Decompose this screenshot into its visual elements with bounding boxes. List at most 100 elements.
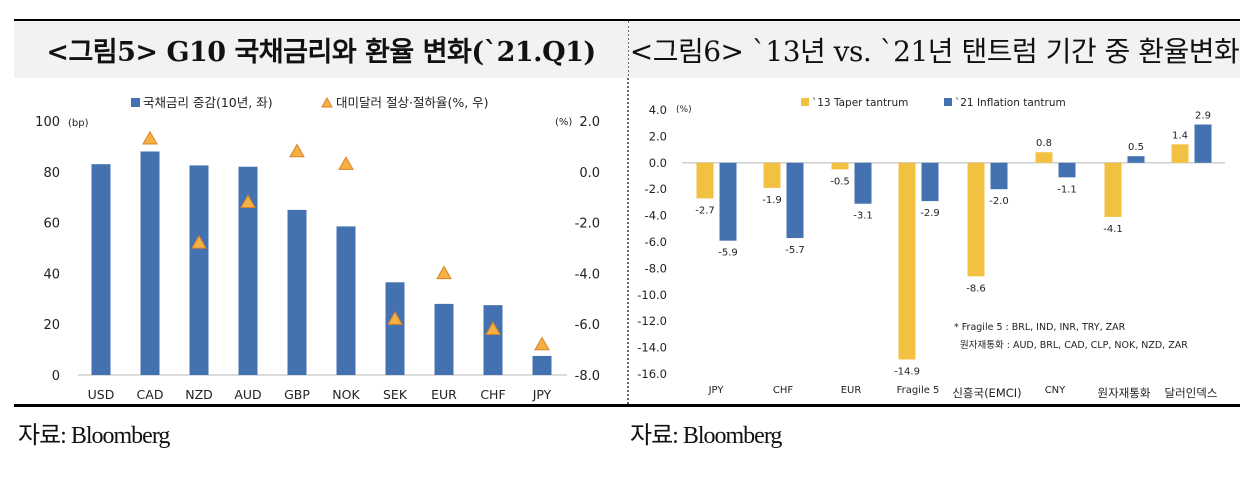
figure6-category-label: Fragile 5 bbox=[897, 385, 940, 396]
figure5-left-tick-label: 40 bbox=[43, 267, 60, 282]
figure6-category-label: JPY bbox=[708, 385, 725, 396]
figure6-bar-taper-2 bbox=[831, 162, 849, 170]
legend-triangle-swatch-icon bbox=[321, 96, 333, 108]
figure6-bar-inflation-7 bbox=[1194, 124, 1212, 163]
figure6-data-label: -5.7 bbox=[785, 245, 805, 256]
figure5-category-label: GBP bbox=[284, 387, 310, 402]
figure6-category-label: EUR bbox=[841, 385, 862, 396]
figure6-data-label: 1.4 bbox=[1172, 130, 1188, 141]
figure5-left-axis-unit: (bp) bbox=[68, 118, 89, 129]
figure5-left-tick-label: 0 bbox=[52, 369, 60, 384]
figure5-bar-sek bbox=[385, 282, 405, 375]
figure5-marker-chf bbox=[485, 321, 501, 336]
figure6-tick-label: -14.0 bbox=[637, 341, 667, 355]
figure6-data-label: 2.9 bbox=[1195, 111, 1211, 122]
figure6-category-label: 원자재통화 bbox=[1098, 386, 1151, 400]
figure6-category-label: 신흥국(EMCI) bbox=[952, 386, 1021, 400]
figure5-bar-jpy bbox=[532, 355, 552, 375]
figure6-legend-inflation-label: `21 Inflation tantrum bbox=[955, 97, 1066, 109]
figure6-tick-label: 0.0 bbox=[649, 156, 667, 170]
figure5-legend-marker-label: 대미달러 절상·절하율(%, 우) bbox=[336, 95, 489, 110]
figure6-tick-label: -16.0 bbox=[637, 367, 667, 381]
figure5-bar-eur bbox=[434, 303, 454, 375]
panel-divider bbox=[627, 21, 629, 404]
figure6-category-label: CHF bbox=[773, 385, 794, 396]
figure6-tick-label: -12.0 bbox=[637, 314, 667, 328]
figure6-data-label: -0.5 bbox=[830, 176, 850, 187]
figure6-legend-taper-label: `13 Taper tantrum bbox=[812, 97, 908, 109]
figure5-title-band: <그림5> G10 국채금리와 환율 변화(`21.Q1) bbox=[14, 21, 628, 78]
figure6-data-label: -14.9 bbox=[894, 366, 920, 377]
figure6-title: <그림6> `13년 vs. `21년 탠트럼 기간 중 환율변화 bbox=[629, 34, 1240, 68]
figure5-marker-gbp bbox=[289, 143, 305, 158]
figure6-tick-label: -4.0 bbox=[645, 209, 667, 223]
figure6-data-label: -2.9 bbox=[920, 208, 940, 219]
figure5-marker-jpy bbox=[534, 336, 550, 351]
figure5-category-label: EUR bbox=[431, 387, 457, 402]
figure6-data-label: -3.1 bbox=[853, 211, 873, 222]
figure5-panel: <그림5> G10 국채금리와 환율 변화(`21.Q1) bbox=[14, 20, 628, 406]
figure5-category-label: USD bbox=[88, 387, 115, 402]
figure6-category-label: 달러인덱스 bbox=[1165, 386, 1218, 400]
figure6-bar-inflation-6 bbox=[1127, 156, 1145, 163]
figure5-left-tick-label: 80 bbox=[43, 166, 60, 181]
figure6-data-label: -5.9 bbox=[718, 248, 738, 259]
figure5-category-label: NZD bbox=[185, 387, 213, 402]
figure5-category-label: CAD bbox=[137, 387, 164, 402]
figure5-category-label: CHF bbox=[480, 387, 505, 402]
figure6-tick-label: -8.0 bbox=[645, 261, 667, 275]
figure6-data-label: 0.8 bbox=[1036, 138, 1052, 149]
figure5-marker-aud bbox=[240, 194, 256, 209]
figure6-panel: <그림6> `13년 vs. `21년 탠트럼 기간 중 환율변화 bbox=[629, 20, 1240, 406]
bottom-rule bbox=[14, 404, 1240, 407]
figure5-marker-nok bbox=[338, 156, 354, 170]
figure5-bar-gbp bbox=[287, 209, 307, 375]
figure6-bar-taper-4 bbox=[967, 162, 985, 277]
figure5-marker-sek bbox=[387, 311, 403, 325]
figure6-data-label: -4.1 bbox=[1103, 224, 1123, 235]
figure6-bar-taper-7 bbox=[1171, 144, 1189, 163]
source-note-left: 자료: Bloomberg bbox=[18, 423, 170, 449]
figure6-bar-taper-3 bbox=[898, 162, 916, 360]
figure5-marker-nzd bbox=[191, 234, 207, 249]
figure6-data-label: -8.6 bbox=[966, 283, 986, 294]
figure6-category-label: CNY bbox=[1045, 385, 1066, 396]
figure5-right-axis-unit: (%) bbox=[555, 117, 572, 128]
figure5-right-tick-label: 0.0 bbox=[579, 166, 600, 181]
figure6-note-fragile5: * Fragile 5 : BRL, IND, INR, TRY, ZAR bbox=[954, 322, 1126, 333]
figure6-title-band: <그림6> `13년 vs. `21년 탠트럼 기간 중 환율변화 bbox=[629, 21, 1240, 78]
top-rule bbox=[14, 19, 1240, 21]
figure5-right-tick-label: -2.0 bbox=[575, 217, 600, 232]
figure5-bar-cad bbox=[140, 151, 160, 375]
figure5-legend-bar-label: 국채금리 증감(10년, 좌) bbox=[143, 95, 273, 110]
figure5-bar-nzd bbox=[189, 165, 209, 375]
figure5-right-tick-label: -4.0 bbox=[575, 267, 600, 282]
figure6-bar-taper-0 bbox=[696, 162, 714, 199]
figure5-marker-eur bbox=[436, 265, 452, 280]
figure6-bar-taper-6 bbox=[1104, 162, 1122, 217]
figure6-tick-label: 4.0 bbox=[649, 103, 667, 117]
figure6-tick-label: -6.0 bbox=[645, 235, 667, 249]
figure6-bar-inflation-1 bbox=[786, 162, 804, 239]
legend-taper-swatch-icon bbox=[801, 98, 809, 106]
figure5-left-tick-label: 20 bbox=[43, 318, 60, 333]
figure6-data-label: -2.7 bbox=[695, 205, 715, 216]
figure6-tick-label: -2.0 bbox=[645, 182, 667, 196]
figure6-note-commodity: 원자재통화 : AUD, BRL, CAD, CLP, NOK, NZD, ZA… bbox=[960, 340, 1188, 351]
figure6-bar-inflation-0 bbox=[719, 162, 737, 241]
figure6-bar-inflation-2 bbox=[854, 162, 872, 204]
figure5-right-tick-label: -8.0 bbox=[575, 369, 600, 384]
legend-inflation-swatch-icon bbox=[944, 98, 952, 106]
figure6-data-label: -1.1 bbox=[1057, 184, 1077, 195]
figure6-bar-inflation-4 bbox=[990, 162, 1008, 190]
figure6-tick-label: 2.0 bbox=[649, 129, 667, 143]
figure6-bar-inflation-3 bbox=[921, 162, 939, 202]
figure5-bar-aud bbox=[238, 166, 258, 375]
figure5-right-tick-label: 2.0 bbox=[579, 115, 600, 130]
figure5-bar-nok bbox=[336, 226, 356, 375]
figure5-category-label: AUD bbox=[234, 387, 261, 402]
figure6-tick-label: -10.0 bbox=[637, 288, 667, 302]
figure5-left-tick-label: 100 bbox=[35, 115, 60, 130]
source-note-right: 자료: Bloomberg bbox=[630, 423, 782, 449]
